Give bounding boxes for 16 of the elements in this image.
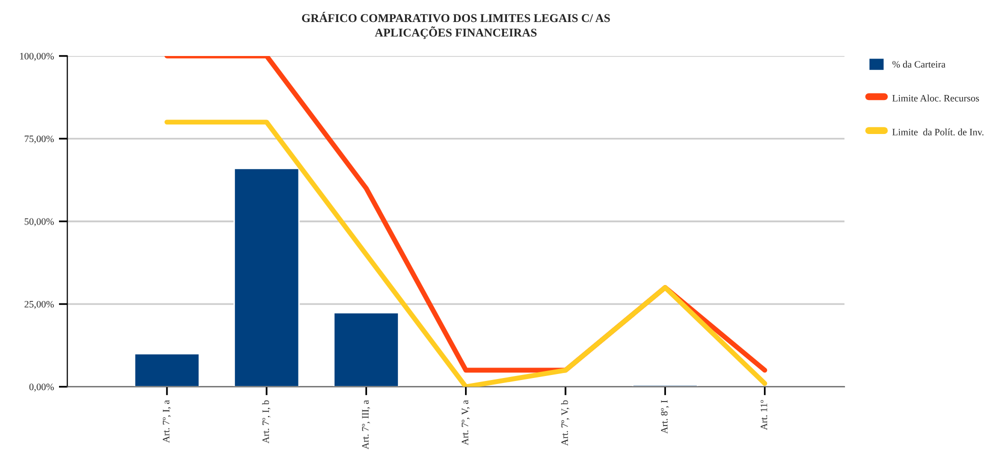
y-tick-label: 50,00% <box>24 218 54 226</box>
x-tick-label: Art. 7º, III, a <box>362 400 370 450</box>
y-tick-label: 0,00% <box>29 384 54 392</box>
legend-label: Limite da Polít. de Inv. <box>892 128 984 136</box>
x-tick-label: Art. 7º, V, b <box>561 400 570 446</box>
x-tick-label: Art. 8º, I <box>661 400 669 434</box>
x-tick-label: Art. 7º, V, a <box>462 400 470 446</box>
x-tick-label: Art. 11º <box>760 400 768 430</box>
legend-label: Limite Aloc. Recursos <box>892 94 979 102</box>
y-tick-label: 100,00% <box>20 52 54 61</box>
y-tick-label: 75,00% <box>24 136 54 144</box>
x-tick-label: Art. 7º, I, b <box>262 400 270 444</box>
y-tick-label: 25,00% <box>24 300 54 309</box>
x-tick-label: Art. 7º, I, a <box>162 400 171 443</box>
chart-title: GRÁFICO COMPARATIVO DOS LIMITES LEGAIS C/ AS APLICAÇÕES FINANCEIRAS <box>302 12 610 39</box>
legend-label: % da Carteira <box>892 60 946 68</box>
